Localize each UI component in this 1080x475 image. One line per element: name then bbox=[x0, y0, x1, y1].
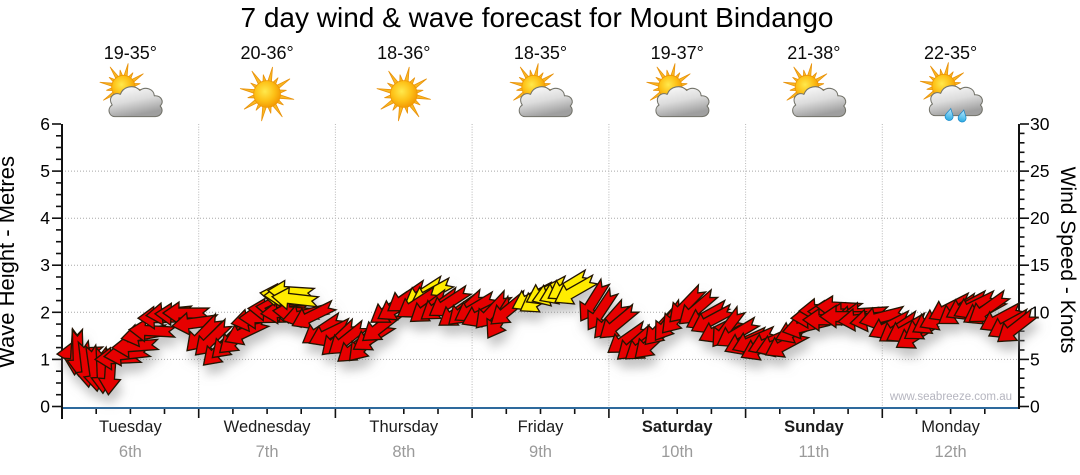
svg-text:10th: 10th bbox=[661, 443, 693, 461]
svg-text:www.seabreeze.com.au: www.seabreeze.com.au bbox=[889, 391, 1012, 403]
svg-text:6th: 6th bbox=[119, 443, 142, 461]
svg-text:0: 0 bbox=[1030, 397, 1040, 417]
svg-text:19-35°: 19-35° bbox=[104, 43, 157, 63]
svg-text:11th: 11th bbox=[798, 443, 829, 461]
svg-text:8th: 8th bbox=[392, 443, 415, 461]
svg-text:5: 5 bbox=[1030, 349, 1040, 369]
svg-text:30: 30 bbox=[1030, 114, 1050, 134]
svg-text:5: 5 bbox=[40, 161, 50, 181]
svg-text:Sunday: Sunday bbox=[784, 418, 844, 436]
svg-text:12th: 12th bbox=[935, 443, 967, 461]
svg-text:Wave Height - Metres: Wave Height - Metres bbox=[0, 156, 19, 368]
svg-text:19-37°: 19-37° bbox=[651, 43, 704, 63]
svg-text:Wednesday: Wednesday bbox=[224, 418, 312, 436]
svg-text:22-35°: 22-35° bbox=[924, 43, 977, 63]
svg-text:18-36°: 18-36° bbox=[377, 43, 430, 63]
svg-text:Wind Speed - Knots: Wind Speed - Knots bbox=[1056, 167, 1079, 354]
svg-text:4: 4 bbox=[40, 208, 50, 228]
svg-text:15: 15 bbox=[1030, 255, 1049, 275]
svg-text:0: 0 bbox=[40, 397, 50, 417]
svg-text:25: 25 bbox=[1030, 161, 1049, 181]
svg-text:18-35°: 18-35° bbox=[514, 43, 567, 63]
svg-text:Friday: Friday bbox=[518, 418, 565, 436]
svg-text:21-38°: 21-38° bbox=[787, 43, 840, 63]
svg-text:Monday: Monday bbox=[921, 418, 980, 436]
svg-text:1: 1 bbox=[40, 349, 50, 369]
svg-text:2: 2 bbox=[40, 302, 50, 322]
svg-text:9th: 9th bbox=[529, 443, 552, 461]
svg-text:6: 6 bbox=[40, 114, 50, 134]
svg-text:Thursday: Thursday bbox=[369, 418, 439, 436]
svg-text:Saturday: Saturday bbox=[642, 418, 713, 436]
svg-text:7 day wind & wave forecast for: 7 day wind & wave forecast for Mount Bin… bbox=[240, 2, 833, 33]
svg-text:3: 3 bbox=[40, 255, 50, 275]
svg-text:20: 20 bbox=[1030, 208, 1050, 228]
svg-text:20-36°: 20-36° bbox=[240, 43, 293, 63]
svg-text:Tuesday: Tuesday bbox=[99, 418, 162, 436]
svg-text:7th: 7th bbox=[256, 443, 279, 461]
